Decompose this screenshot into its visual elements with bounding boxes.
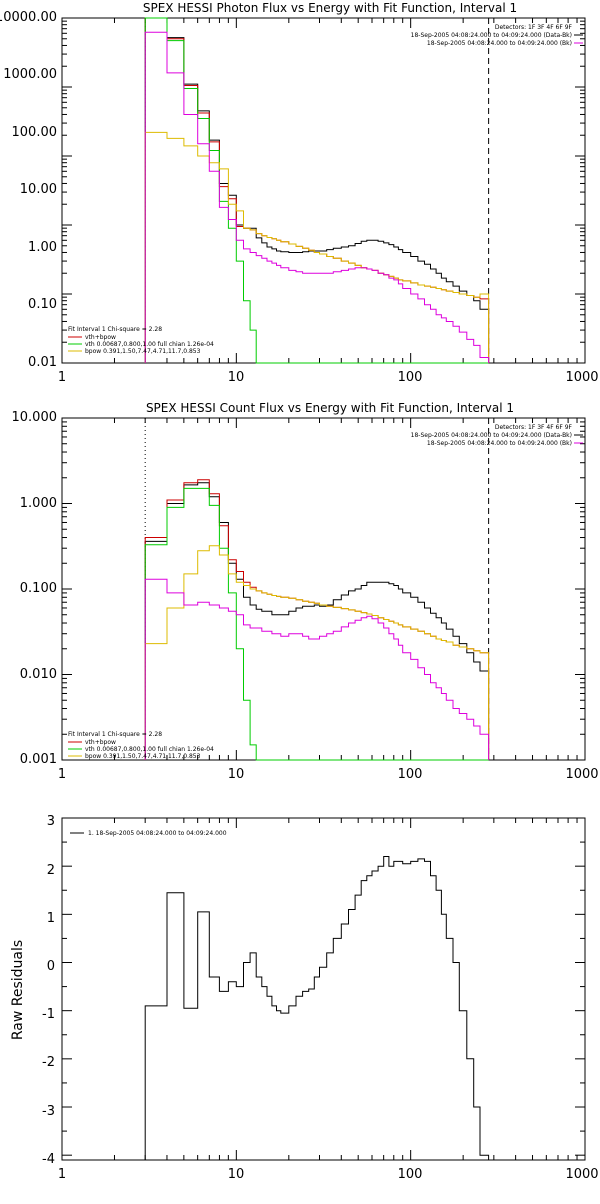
series-line-vth-bpow	[144, 17, 490, 363]
series-line-vth	[144, 17, 489, 364]
panel-title: SPEX HESSI Photon Flux vs Energy with Fi…	[143, 1, 517, 15]
axis-ticks	[61, 17, 585, 364]
series-line-vth-bpow	[144, 479, 490, 760]
legend-data-bk: 18-Sep-2005 04:08:24.000 to 04:09:24.000…	[411, 32, 572, 39]
series-line-bk	[144, 578, 490, 760]
legend-data-bk: 18-Sep-2005 04:08:24.000 to 04:09:24.000…	[411, 432, 572, 439]
x-tick-label: 1	[58, 370, 66, 385]
y-tick-label: 10000.00	[0, 10, 57, 25]
series-group	[144, 479, 490, 761]
x-tick-label: 100	[398, 370, 423, 385]
y-tick-label: 10.000	[12, 410, 58, 425]
legend-fit-interval: Fit Interval 1 Chi-square = 2.28	[68, 731, 162, 738]
legend-bk: 18-Sep-2005 04:08:24.000 to 04:09:24.000…	[427, 440, 572, 447]
y-tick-label: -3	[42, 1104, 55, 1119]
y-tick-label: 0.001	[20, 752, 57, 767]
x-tick-label: 1000	[565, 1167, 598, 1182]
y-tick-label: 1.000	[20, 496, 57, 511]
series-line-vth	[144, 487, 489, 761]
residuals-panel: -4 -3 -2 -1 0 1 2 3 1 10 100 1000 Raw Re…	[10, 814, 599, 1182]
legend-vth: vth 0.00687,0.800,1.00 full chian 1.26e-…	[85, 746, 214, 753]
x-tick-label: 10	[228, 1167, 245, 1182]
count-flux-panel: SPEX HESSI Count Flux vs Energy with Fit…	[12, 401, 599, 782]
series-group	[144, 17, 490, 364]
legend-model: vth+bpow	[85, 334, 116, 341]
series-line-bpow	[144, 131, 490, 363]
legend-bk: 18-Sep-2005 04:08:24.000 to 04:09:24.000…	[427, 40, 572, 47]
series-line-1-18-sep-2005-04-08-24-000-to-04-09-24-000	[144, 856, 490, 1160]
photon-flux-panel: SPEX HESSI Photon Flux vs Energy with Fi…	[0, 1, 599, 385]
series-line-data-bk	[144, 17, 490, 363]
x-tick-label: 1	[58, 1167, 66, 1182]
y-tick-label: 3	[47, 814, 55, 829]
x-tick-label: 1000	[565, 370, 598, 385]
reference-lines	[144, 18, 490, 363]
y-tick-label: -2	[42, 1055, 55, 1070]
x-tick-label: 10	[228, 370, 245, 385]
y-tick-label: 1000.00	[3, 67, 57, 82]
x-tick-label: 10	[228, 767, 245, 782]
y-tick-label: 1.00	[28, 240, 57, 255]
x-tick-label: 1000	[565, 767, 598, 782]
legend-vth: vth 0.00687,0.800,1.00 full chian 1.26e-…	[85, 341, 214, 348]
legend-bpow: bpow 0.391,1.50,7.47,4.71,11.7,0.853	[85, 348, 201, 355]
x-tick-label: 100	[398, 767, 423, 782]
y-tick-label: 1	[47, 911, 55, 926]
x-tick-label: 100	[398, 1167, 423, 1182]
legend-detectors: Detectors: 1F 3F 4F 6F 9F	[495, 424, 573, 431]
axis-ticks	[61, 817, 585, 1160]
plot-frame	[61, 417, 586, 761]
series-line-bk	[144, 31, 490, 363]
legend-fit-interval: Fit Interval 1 Chi-square = 2.28	[68, 326, 162, 333]
series-line-bpow	[144, 545, 490, 760]
legend-detectors: Detectors: 1F 3F 4F 6F 9F	[495, 24, 573, 31]
y-tick-label: -1	[42, 1007, 55, 1022]
legend-residual: 1. 18-Sep-2005 04:08:24.000 to 04:09:24.…	[88, 830, 227, 837]
series-line-data-bk	[144, 482, 490, 760]
y-tick-label: 100.00	[12, 125, 58, 140]
y-tick-label: 0.100	[20, 581, 57, 596]
series-group	[144, 856, 490, 1160]
y-tick-label: 0.10	[28, 297, 57, 312]
y-axis-label: Raw Residuals	[10, 940, 26, 1040]
y-tick-label: 0.01	[28, 355, 57, 370]
panel-title: SPEX HESSI Count Flux vs Energy with Fit…	[146, 401, 514, 415]
y-tick-label: 0	[47, 959, 55, 974]
y-tick-label: 0.010	[20, 667, 57, 682]
plot-frame	[61, 817, 586, 1161]
reference-lines	[144, 418, 490, 760]
legend-model: vth+bpow	[85, 739, 116, 746]
axis-ticks	[61, 417, 585, 761]
y-tick-label: 10.00	[20, 182, 57, 197]
y-tick-label: 2	[47, 863, 55, 878]
legend-bpow: bpow 0.391,1.50,7.47,4.71,11.7,0.853	[85, 753, 201, 760]
plot-frame	[61, 17, 586, 364]
x-tick-label: 1	[58, 767, 66, 782]
y-tick-label: -4	[42, 1152, 55, 1167]
